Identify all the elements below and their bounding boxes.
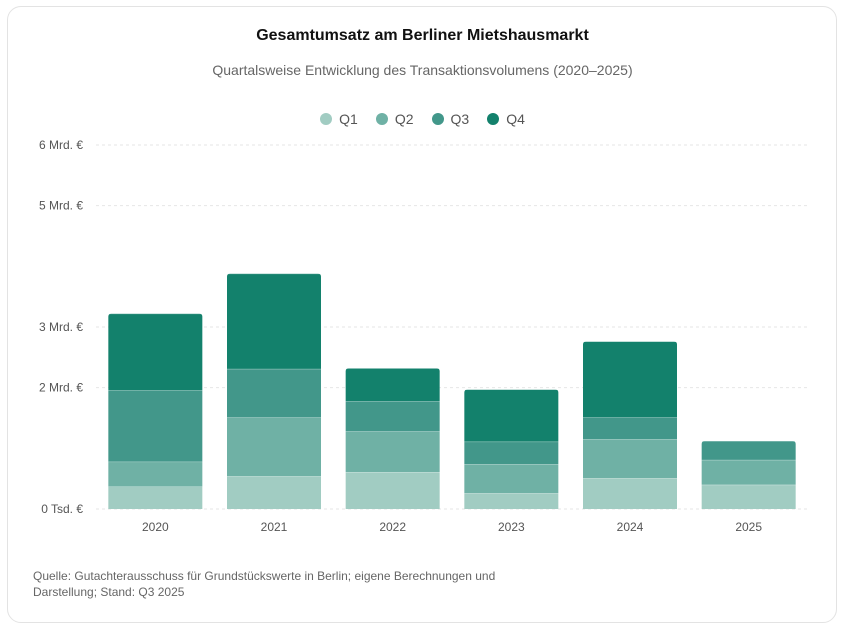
bar-2025-q3[interactable] <box>701 441 796 460</box>
legend-swatch-q1 <box>320 113 333 125</box>
bar-2021-q1[interactable] <box>227 476 321 509</box>
bar-2021-q4[interactable] <box>227 273 321 369</box>
legend-label-q2: Q2 <box>394 111 414 127</box>
bar-2024-q3[interactable] <box>583 417 677 440</box>
x-tick-label-2025: 2025 <box>735 520 762 534</box>
y-tick-label-0: 0 Tsd. € <box>41 502 83 516</box>
bar-2022-q4[interactable] <box>345 368 440 402</box>
legend-label-q4: Q4 <box>506 111 525 127</box>
y-tick-label-2: 3 Mrd. € <box>39 320 83 334</box>
legend-label-q3: Q3 <box>450 111 470 127</box>
bar-2020-q1[interactable] <box>108 486 203 509</box>
legend-label-q1: Q1 <box>339 111 358 127</box>
bar-2021-q3[interactable] <box>227 368 321 418</box>
bar-2022-q1[interactable] <box>345 471 440 509</box>
legend-item-q3[interactable]: Q3 <box>431 111 470 127</box>
y-tick-label-1: 2 Mrd. € <box>39 381 83 395</box>
bar-2024-q2[interactable] <box>583 439 677 479</box>
bar-2023-q3[interactable] <box>464 441 559 465</box>
bar-2022-q2[interactable] <box>345 431 440 472</box>
bar-2024-q1[interactable] <box>583 478 677 509</box>
bar-2020-q4[interactable] <box>108 313 203 391</box>
legend-swatch-q3 <box>431 113 444 125</box>
bar-2023-q2[interactable] <box>464 464 559 494</box>
bar-2020-q2[interactable] <box>108 461 203 487</box>
bar-2021-q2[interactable] <box>227 417 321 477</box>
x-tick-label-2020: 2020 <box>142 520 169 534</box>
bar-2023-q4[interactable] <box>464 389 559 442</box>
bar-2022-q3[interactable] <box>345 401 440 432</box>
legend-item-q4[interactable]: Q4 <box>487 111 525 127</box>
bar-2023-q1[interactable] <box>464 493 559 509</box>
legend-swatch-q4 <box>487 113 500 125</box>
legend-item-q2[interactable]: Q2 <box>375 111 414 127</box>
bar-2025-q1[interactable] <box>701 484 796 509</box>
y-tick-label-4: 6 Mrd. € <box>39 138 83 152</box>
bar-2025-q2[interactable] <box>701 459 796 485</box>
legend-item-q1[interactable]: Q1 <box>320 111 358 127</box>
x-tick-label-2023: 2023 <box>498 520 525 534</box>
chart-subtitle: Quartalsweise Entwicklung des Transaktio… <box>212 62 633 78</box>
legend-swatch-q2 <box>375 113 388 125</box>
bar-2024-q4[interactable] <box>583 341 677 418</box>
chart-title: Gesamtumsatz am Berliner Mietshausmarkt <box>256 27 589 44</box>
source-note: Quelle: Gutachterausschuss für Grundstüc… <box>33 569 496 599</box>
x-tick-label-2024: 2024 <box>617 520 644 534</box>
x-tick-label-2021: 2021 <box>261 520 288 534</box>
y-tick-label-3: 5 Mrd. € <box>39 199 83 213</box>
chart-legend: Q1 Q2 Q3 Q4 <box>0 111 845 127</box>
bar-2020-q3[interactable] <box>108 390 203 462</box>
x-tick-label-2022: 2022 <box>379 520 406 534</box>
